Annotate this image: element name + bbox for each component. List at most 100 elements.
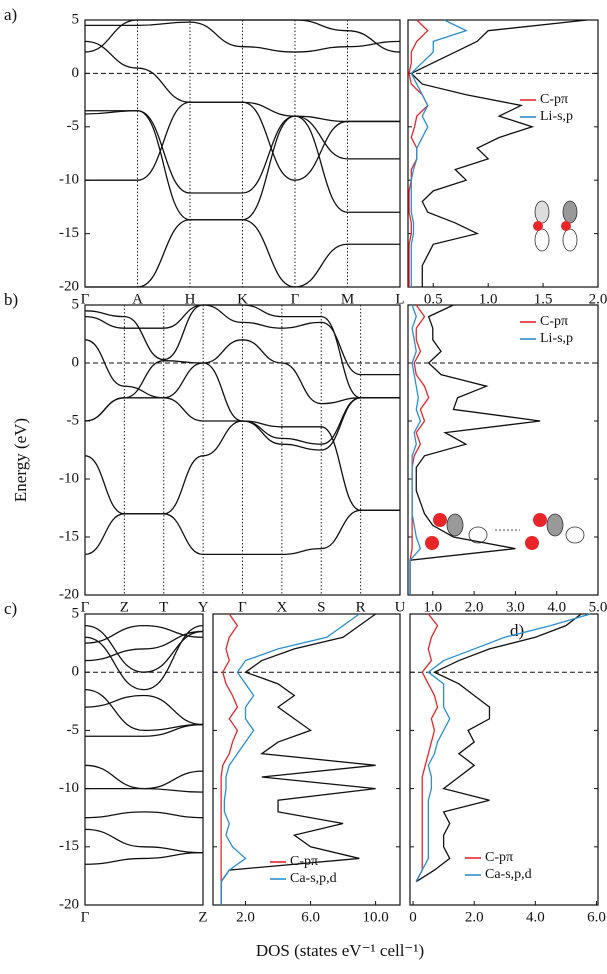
k-point-label: Z [120,599,129,615]
dos-curve [410,19,588,287]
band [84,420,400,515]
k-point-label: U [395,599,406,615]
x-tick-label: 10.0 [362,909,388,925]
panel-label: c) [4,599,17,618]
dos-curve [220,613,360,905]
k-point-label: Γ [81,291,90,307]
x-tick-label: 4.0 [547,599,566,615]
k-point-label: L [395,291,404,307]
dos-curve [409,304,422,595]
legend-label: C-pπ [540,314,568,329]
y-tick-label: -10 [59,470,79,486]
band [85,110,400,221]
dos-frame [407,19,599,288]
k-point-label: Γ [238,599,247,615]
dos-curve [415,613,591,883]
y-tick-label: -5 [67,118,80,134]
y-tick-label: -5 [67,722,80,738]
y-tick-label: -15 [59,225,79,241]
k-point-label: A [132,291,143,307]
x-tick-label: 1.5 [534,291,553,307]
dos-curve [220,613,376,905]
dos-curve [220,613,239,905]
panel-label: b) [4,290,18,309]
dos-curve [410,19,468,287]
y-tick-label: -15 [59,838,79,854]
band [84,624,204,691]
k-point-label: M [341,291,354,307]
y-tick-label: -20 [59,896,79,912]
y-tick-label: -5 [67,412,80,428]
dos-frame [407,304,599,596]
band-frame [84,613,204,906]
band [84,19,401,53]
band [84,40,400,123]
y-tick-label: -10 [59,172,79,188]
k-point-label: R [356,599,366,615]
dos-curve [415,613,439,883]
inset-orbitals [425,200,585,550]
y-axis-label: Energy (eV) [11,418,30,502]
band [84,811,204,819]
band [84,689,204,732]
band [84,694,204,726]
x-tick-label: 2.0 [589,291,607,307]
x-tick-label: 2.0 [236,909,255,925]
legend-label: Li-s,p [540,331,573,346]
band [84,851,204,865]
band [84,764,204,790]
x-tick-label: 0 [409,909,417,925]
legend-label: Ca-s,p,d [290,871,337,886]
y-tick-label: 0 [72,664,80,680]
y-tick-label: -10 [59,780,79,796]
band [84,101,400,181]
k-point-label: K [237,291,248,307]
band [84,828,204,854]
k-point-label: X [276,599,287,615]
x-tick-label: 4.0 [526,909,545,925]
y-tick-label: -15 [59,528,79,544]
k-point-label: Γ [81,599,90,615]
legend-label: C-pπ [540,92,568,107]
x-tick-label: 1.0 [423,599,442,615]
y-tick-label: 0 [72,354,80,370]
k-point-label: H [185,291,196,307]
legend-label: C-pπ [485,850,513,865]
panel-label: d) [510,621,524,640]
y-tick-label: 5 [72,296,80,312]
x-tick-label: 2.0 [465,909,484,925]
panel-label: a) [4,5,17,24]
band [84,624,204,644]
y-tick-label: -20 [59,278,79,294]
band [84,723,204,737]
x-tick-label: 6.0 [587,909,606,925]
legend-label: Li-s,p [540,109,573,124]
band [84,339,400,405]
x-tick-label: 3.0 [506,599,525,615]
y-tick-label: 5 [72,11,80,27]
k-point-label: Γ [81,909,90,925]
x-tick-label: 0.5 [424,291,443,307]
y-tick-label: 5 [72,605,80,621]
dos-frame [212,613,401,906]
k-point-label: S [317,599,325,615]
band [84,21,401,53]
x-tick-label: 1.0 [479,291,498,307]
dos-curve [409,304,541,595]
k-point-label: Γ [291,291,300,307]
dos-frame [409,613,599,906]
legend-label: C-pπ [290,854,318,869]
y-tick-label: -20 [59,586,79,602]
x-tick-label: 5.0 [589,599,607,615]
dos-curve [415,613,582,883]
dos-curve [409,304,430,595]
legend-label: Ca-s,p,d [485,867,532,882]
k-point-label: Z [198,909,207,925]
band [84,304,400,376]
band [85,787,204,793]
k-point-label: Y [198,599,209,615]
x-axis-label: DOS (states eV⁻¹ cell⁻¹) [256,941,424,960]
k-point-label: T [159,599,168,615]
